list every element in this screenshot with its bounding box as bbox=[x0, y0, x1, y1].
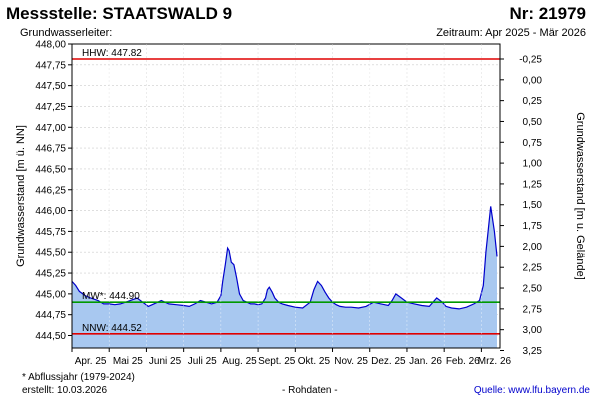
y-tick-label-4: 447,00 bbox=[35, 123, 66, 134]
ref-label-hhw: HHW: 447.82 bbox=[82, 48, 142, 59]
y-right-tick-label-9: 2,00 bbox=[523, 242, 543, 253]
y-tick-label-1: 447,75 bbox=[35, 60, 66, 71]
y-tick-label-8: 446,00 bbox=[35, 206, 66, 217]
y-tick-label-11: 445,25 bbox=[35, 269, 66, 280]
y-axis-label: Grundwasserstand [m ü. NN] bbox=[15, 125, 27, 267]
y-right-tick-label-8: 1,75 bbox=[523, 221, 543, 232]
y-tick-label-13: 444,75 bbox=[35, 310, 66, 321]
page-title: Messstelle: STAATSWALD 9 bbox=[6, 4, 233, 23]
y-tick-label-3: 447,25 bbox=[35, 102, 66, 113]
y-right-tick-label-1: 0,00 bbox=[523, 75, 543, 86]
water-level-area bbox=[72, 206, 497, 348]
created-date: erstellt: 10.03.2026 bbox=[22, 385, 108, 396]
y-right-tick-label-10: 2,25 bbox=[523, 263, 543, 274]
y-tick-label-2: 447,50 bbox=[35, 81, 66, 92]
x-tick-label-2: Juni 25 bbox=[149, 356, 182, 367]
y-right-tick-label-5: 1,00 bbox=[523, 159, 543, 170]
y-right-tick-label-4: 0,75 bbox=[523, 138, 543, 149]
x-tick-label-9: Jan. 26 bbox=[409, 356, 442, 367]
ref-label-nnw: NNW: 444.52 bbox=[82, 323, 142, 334]
source-label: Quelle: bbox=[473, 385, 509, 396]
y-tick-label-7: 446,25 bbox=[35, 185, 66, 196]
x-tick-label-1: Mai 25 bbox=[113, 356, 143, 367]
y-right-tick-label-12: 2,75 bbox=[523, 304, 543, 315]
x-tick-label-6: Okt. 25 bbox=[298, 356, 331, 367]
aquifer-label: Grundwasserleiter: bbox=[20, 27, 113, 39]
y-right-tick-label-11: 2,50 bbox=[523, 284, 543, 295]
y-right-tick-label-0: -0,25 bbox=[519, 54, 542, 65]
y-right-tick-label-7: 1,50 bbox=[523, 200, 543, 211]
x-tick-label-7: Nov. 25 bbox=[334, 356, 368, 367]
x-tick-label-3: Juli 25 bbox=[188, 356, 217, 367]
y-tick-label-10: 445,50 bbox=[35, 248, 66, 259]
period-label: Zeitraum: Apr 2025 - Mär 2026 bbox=[436, 27, 586, 39]
plot-frame bbox=[71, 43, 501, 349]
y-right-tick-label-14: 3,25 bbox=[523, 346, 543, 357]
y-right-tick-label-3: 0,50 bbox=[523, 117, 543, 128]
raw-data-note: - Rohdaten - bbox=[282, 385, 338, 396]
footnote: * Abflussjahr (1979-2024) bbox=[22, 372, 135, 383]
source-link[interactable]: www.lfu.bayern.de bbox=[508, 385, 590, 396]
y-tick-label-12: 445,00 bbox=[35, 289, 66, 300]
x-tick-label-8: Dez. 25 bbox=[371, 356, 406, 367]
y-tick-label-5: 446,75 bbox=[35, 144, 66, 155]
y-tick-label-14: 444,50 bbox=[35, 331, 66, 342]
y-tick-label-0: 448,00 bbox=[35, 40, 66, 51]
y-tick-label-9: 445,75 bbox=[35, 227, 66, 238]
y-right-tick-label-13: 3,00 bbox=[523, 325, 543, 336]
y-right-tick-label-2: 0,25 bbox=[523, 96, 543, 107]
y-tick-label-6: 446,50 bbox=[35, 164, 66, 175]
x-tick-label-10: Feb. 26 bbox=[446, 356, 480, 367]
y-axis-label-right: Grundwasserstand [m u. Gelände] bbox=[574, 112, 586, 280]
x-tick-label-0: Apr. 25 bbox=[75, 356, 107, 367]
station-number: Nr: 21979 bbox=[509, 4, 586, 23]
source-note: Quelle: www.lfu.bayern.de bbox=[474, 385, 590, 396]
x-tick-label-11: Mrz. 26 bbox=[478, 356, 512, 367]
x-tick-label-4: Aug. 25 bbox=[222, 356, 257, 367]
y-right-tick-label-6: 1,25 bbox=[523, 179, 543, 190]
x-tick-label-5: Sept. 25 bbox=[258, 356, 296, 367]
ref-label-mw: MW*: 444.90 bbox=[82, 291, 140, 302]
